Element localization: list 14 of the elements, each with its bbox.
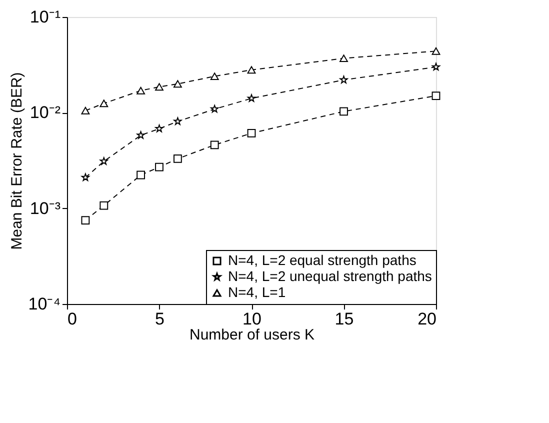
legend-label: N=4, L=2 unequal strength paths [228,268,432,284]
y-tick-label: 10⁻² [30,103,61,122]
x-tick-label: 0 [68,310,77,328]
y-tick-label: 10⁻¹ [30,8,61,26]
y-axis-title: Mean Bit Error Rate (BER) [8,72,26,250]
x-tick-label: 5 [155,310,164,328]
y-tick-label: 10⁻⁴ [28,294,60,314]
x-tick-label: 10 [242,310,262,328]
legend-label: N=4, L=2 equal strength paths [228,252,416,268]
y-tick-label: 10⁻³ [30,198,61,218]
x-tick-label: 20 [418,310,436,328]
legend-label: N=4, L=1 [228,284,286,300]
x-axis-title: Number of users K [189,326,315,344]
x-tick-label: 15 [334,310,354,328]
